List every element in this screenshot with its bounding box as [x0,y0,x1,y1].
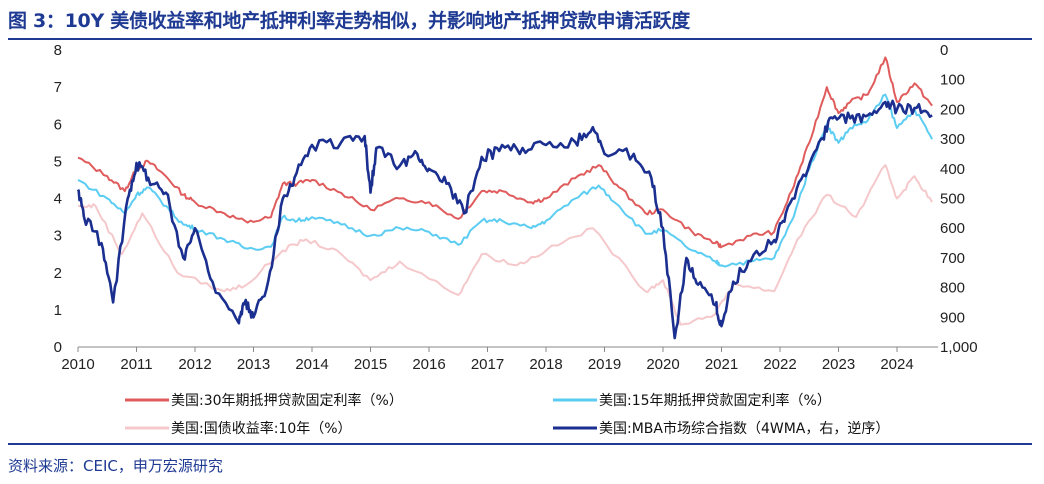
x-tick-label: 2022 [763,356,796,373]
x-tick-label: 2018 [529,356,562,373]
series-line-0 [77,56,933,249]
legend-label: 美国:30年期抵押贷款固定利率（%） [171,392,403,409]
y-left-tick-label: 2 [54,265,62,282]
x-tick-label: 2012 [178,356,211,373]
y-right-tick-label: 100 [940,72,965,89]
x-tick-label: 2016 [412,356,445,373]
x-tick-label: 2010 [61,356,94,373]
x-tick-label: 2023 [822,356,855,373]
y-left-tick-label: 8 [54,42,62,59]
y-right-tick-label: 700 [940,250,965,267]
y-right-tick-label: 500 [940,191,965,208]
x-tick-label: 2019 [588,356,621,373]
y-left-tick-label: 6 [54,116,62,133]
x-tick-label: 2011 [120,356,152,373]
legend-label: 美国:MBA市场综合指数（4WMA，右，逆序） [599,420,889,437]
y-left-tick-label: 4 [54,191,62,208]
source-note: 资料来源：CEIC，申万宏源研究 [8,457,223,475]
y-left-tick-label: 0 [54,339,62,356]
y-right-tick-label: 900 [940,309,965,326]
source-divider [8,443,1032,445]
figure-title: 图 3：10Y 美债收益率和地产抵押利率走势相似，并影响地产抵押贷款申请活跃度 [8,10,690,32]
x-tick-label: 2013 [237,356,270,373]
y-right-tick-label: 800 [940,280,965,297]
y-right-tick-label: 1,000 [940,339,978,356]
series-line-3 [76,99,933,340]
y-left-tick-label: 7 [54,79,62,96]
y-right-tick-label: 300 [940,131,965,148]
legend-label: 美国:15年期抵押贷款固定利率（%） [599,392,831,409]
x-tick-label: 2017 [471,356,504,373]
y-right-tick-label: 400 [940,161,965,178]
y-right-tick-label: 600 [940,220,965,237]
x-tick-label: 2020 [646,356,679,373]
y-left-tick-label: 1 [54,302,62,319]
x-tick-label: 2024 [880,356,913,373]
x-tick-label: 2021 [705,356,738,373]
legend-label: 美国:国债收益率:10年（%） [171,420,352,437]
y-right-tick-label: 200 [940,101,965,118]
series-line-1 [77,93,933,268]
series-line-2 [77,164,933,326]
y-right-tick-label: 0 [940,42,948,59]
x-tick-label: 2014 [295,356,328,373]
y-left-tick-label: 3 [54,228,62,245]
title-divider [8,38,1032,40]
x-tick-label: 2015 [354,356,387,373]
y-left-tick-label: 5 [54,153,62,170]
